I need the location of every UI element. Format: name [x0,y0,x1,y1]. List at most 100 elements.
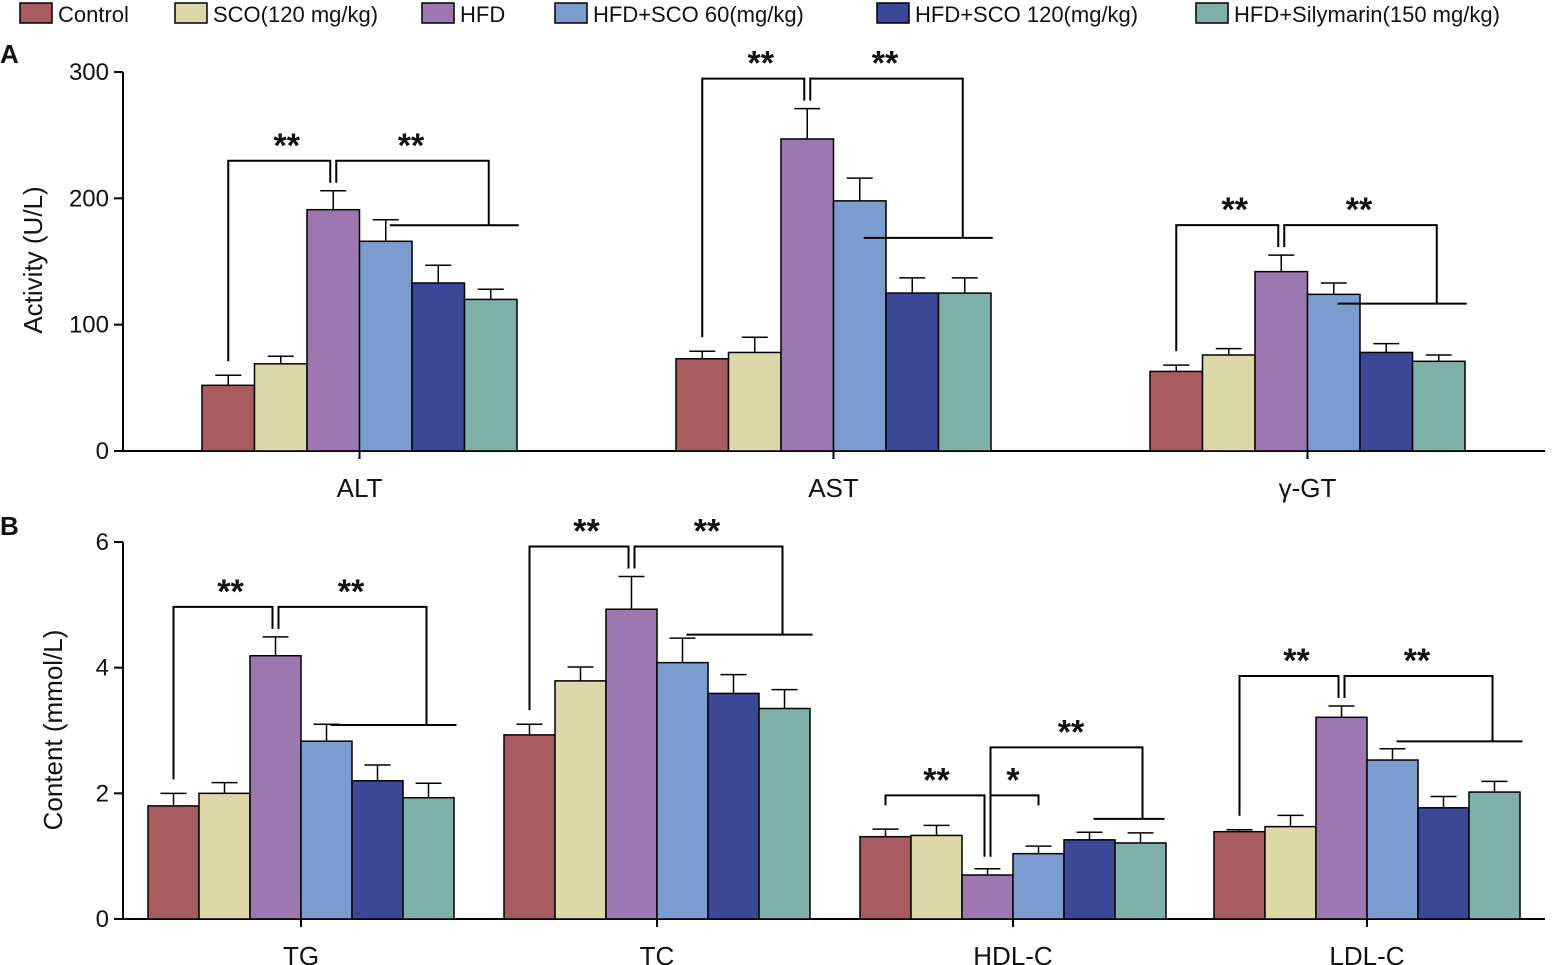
panel-a-bar-alt-hfd-sco-60-mg-kg [358,240,413,452]
panel-b-bar-hdl-c-hfd-sco-120-mg-kg [1063,839,1116,920]
panel-a-bar-gt-hfd-sco-60-mg-kg [1306,293,1361,452]
panel-b-sig-marker: ** [217,573,244,611]
panel-a-y-tick-label: 300 [69,59,109,86]
panel-b-bar-tc-hfd-silymarin-150-mg-kg [758,707,811,920]
panel-b-x-label-tg: TG [283,941,319,965]
legend-label-sco-120-mg-kg: SCO(120 mg/kg) [213,2,378,27]
panel-a-x-label-gt: γ-GT [1279,473,1337,503]
panel-a-bar-alt-hfd-sco-120-mg-kg [411,282,466,452]
panel-b-sig-bracket [989,794,1040,857]
panel-b-bar-tc-hfd-sco-60-mg-kg [656,661,709,920]
legend-label-hfd-silymarin-150-mg-kg: HFD+Silymarin(150 mg/kg) [1234,2,1500,27]
panel-a-label: A [0,39,19,69]
panel-b-bar-tg-hfd-sco-120-mg-kg [351,780,404,920]
panel-b-sig-bracket [528,545,630,711]
panel-a-bar-alt-hfd-silymarin-150-mg-kg [463,298,518,452]
panel-b-bar-ldl-c-hfd-silymarin-150-mg-kg [1468,791,1521,920]
panel-a-sig-bracket [335,159,490,226]
panel-b-x-label-ldl-c: LDL-C [1329,941,1404,965]
legend-label-control: Control [58,2,129,27]
panel-a-ylabel: Activity (U/L) [18,186,48,333]
panel-b-bar-ldl-c-control [1213,830,1266,920]
panel-b-sig-marker: ** [573,513,600,551]
panel-b-sig-bracket [1238,674,1340,816]
panel-b-bar-hdl-c-hfd [961,874,1014,920]
panel-b-x-label-hdl-c: HDL-C [973,941,1052,965]
legend-swatch-hfd-sco-60-mg-kg [554,2,588,24]
panel-a-bar-ast-sco-120-mg-kg [727,351,782,452]
panel-b-bar-hdl-c-hfd-sco-60-mg-kg [1012,852,1065,920]
panel-a-bar-gt-control [1149,370,1204,452]
panel-a-x-label-ast: AST [808,473,859,503]
panel-b-bar-tc-hfd-sco-120-mg-kg [707,692,760,920]
panel-b-ylabel: Content (mmol/L) [38,630,68,831]
panel-a-bar-gt-hfd-sco-120-mg-kg [1359,351,1414,452]
panel-b-sig-bracket [1343,674,1494,742]
panel-b-sig-marker: ** [338,573,365,611]
panel-a-y-tick-label: 100 [69,312,109,339]
panel-a-bar-ast-hfd [780,138,835,452]
panel-b-y-tick-label: 4 [96,655,109,682]
panel-a-bar-gt-sco-120-mg-kg [1201,354,1256,452]
panel-a-sig-bracket [809,77,964,238]
panel-a-chart: 0 100 200 300 ALT ** ** AST ** ** γ-GT ** ** [69,45,1545,503]
panel-a-sig-bracket [1283,224,1438,304]
legend-label-hfd-sco-120-mg-kg: HFD+SCO 120(mg/kg) [915,2,1138,27]
legend-swatch-hfd [421,2,455,24]
panel-b-sig-bracket [989,746,1144,819]
panel-b-label: B [0,511,19,541]
panel-a-sig-bracket [701,77,806,338]
panel-b-bar-hdl-c-sco-120-mg-kg [910,834,963,920]
panel-b-sig-bracket [633,545,784,635]
panel-b-sig-bracket [172,605,274,780]
panel-b-sig-marker: ** [923,761,950,799]
panel-b-sig-marker: ** [1058,713,1085,751]
panel-b-sig-marker: ** [1404,642,1431,680]
panel-a-bar-alt-control [201,384,256,452]
panel-b-bar-tg-control [147,805,200,920]
legend: Control SCO(120 mg/kg) HFD HFD+SCO 60(mg/kg… [19,2,1500,27]
panel-b-sig-bracket [277,605,428,726]
legend-label-hfd-sco-60-mg-kg: HFD+SCO 60(mg/kg) [593,2,804,27]
panel-a-sig-marker: ** [748,45,775,83]
panel-b-bar-tc-hfd [605,608,658,920]
panel-b-y-tick-label: 6 [96,529,109,556]
panel-b-bar-ldl-c-hfd-sco-120-mg-kg [1417,807,1470,920]
panel-a-bar-gt-hfd-silymarin-150-mg-kg [1411,360,1466,452]
panel-b-sig-marker: ** [694,513,721,551]
panel-a-sig-bracket [227,159,332,362]
panel-a-sig-bracket [1175,224,1280,352]
panel-b-bar-tc-sco-120-mg-kg [554,680,607,920]
panel-a-sig-marker: ** [398,127,425,165]
panel-b-sig-marker: * [1006,761,1020,799]
panel-b-bar-tc-control [503,734,556,920]
panel-a-x-label-alt: ALT [337,473,383,503]
panel-a-sig-marker: ** [872,45,899,83]
legend-swatch-hfd-sco-120-mg-kg [876,2,910,24]
panel-b-bar-hdl-c-control [859,835,912,920]
panel-a-sig-marker: ** [1222,191,1249,229]
legend-swatch-sco-120-mg-kg [174,2,208,24]
panel-b-bar-ldl-c-sco-120-mg-kg [1264,825,1317,920]
panel-b-x-label-tc: TC [640,941,675,965]
panel-b-bar-tg-hfd-silymarin-150-mg-kg [402,796,455,920]
panel-a-bar-ast-hfd-sco-120-mg-kg [885,292,940,452]
panel-b-y-tick-label: 0 [96,906,109,933]
panel-a-bar-ast-control [675,358,730,452]
legend-swatch-hfd-silymarin-150-mg-kg [1195,2,1229,24]
panel-b-bar-tg-sco-120-mg-kg [198,792,251,920]
legend-swatch-control [19,2,53,24]
panel-b-bar-tg-hfd [249,654,302,920]
panel-b-sig-bracket [884,794,986,857]
panel-a-bar-ast-hfd-sco-60-mg-kg [832,200,887,452]
panel-b-sig-marker: ** [1283,642,1310,680]
panel-b-bar-ldl-c-hfd-sco-60-mg-kg [1366,759,1419,920]
panel-a-bar-gt-hfd [1254,270,1309,452]
panel-a-y-tick-label: 200 [69,185,109,212]
panel-a-y-tick-label: 0 [96,438,109,465]
panel-b-bar-tg-hfd-sco-60-mg-kg [300,740,353,920]
panel-b-bar-ldl-c-hfd [1315,716,1368,920]
panel-b-y-tick-label: 2 [96,780,109,807]
panel-a-bar-ast-hfd-silymarin-150-mg-kg [937,292,992,452]
